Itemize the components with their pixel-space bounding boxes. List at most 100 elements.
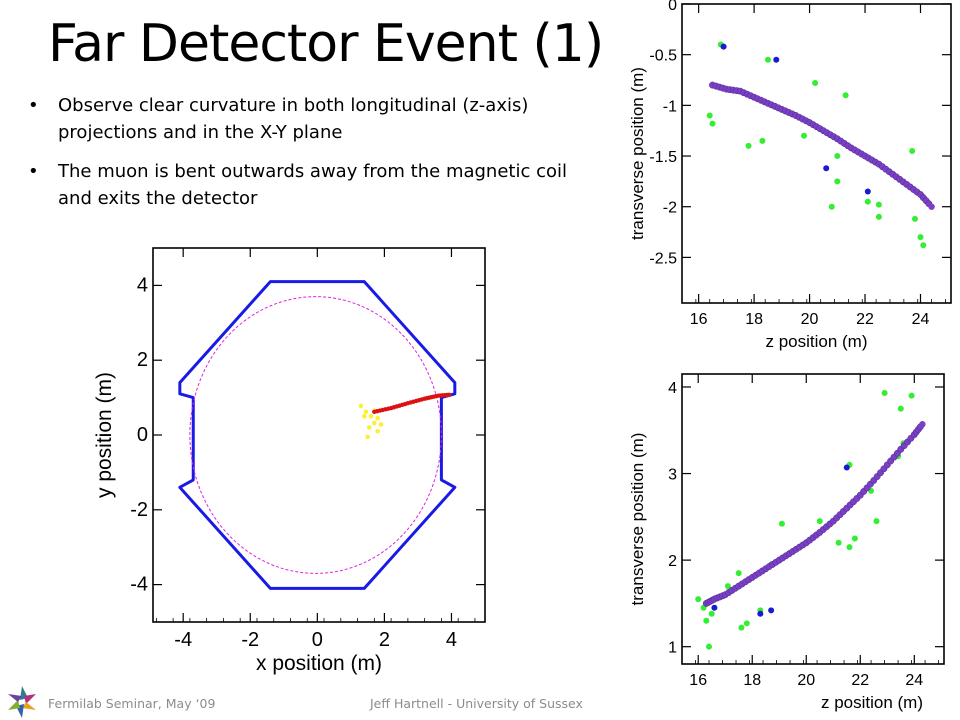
yellow-hit-point bbox=[358, 403, 364, 409]
y-tick-label: 4 bbox=[137, 274, 148, 296]
y-axis-label: y position (m) bbox=[93, 372, 116, 498]
sussex-logo-icon bbox=[8, 686, 36, 718]
green-hit-point bbox=[735, 570, 742, 577]
green-hit-point bbox=[706, 643, 713, 650]
bullet-text: The muon is bent outwards away from the … bbox=[58, 161, 568, 209]
green-hit-point bbox=[708, 610, 715, 617]
green-hit-point bbox=[738, 624, 745, 631]
yellow-hit-point bbox=[363, 409, 369, 415]
green-hit-point bbox=[908, 392, 915, 399]
bullet-symbol: • bbox=[28, 161, 39, 182]
track-hit-point bbox=[928, 203, 935, 210]
x-axis-label: z position (m) bbox=[765, 332, 867, 351]
green-hit-point bbox=[706, 112, 713, 119]
y-tick-label: -2 bbox=[130, 499, 148, 521]
x-tick-label: 0 bbox=[312, 629, 323, 651]
y-tick-label: 1 bbox=[668, 640, 677, 657]
detector-outline bbox=[178, 280, 457, 590]
green-hit-point bbox=[835, 539, 842, 546]
green-hit-point bbox=[828, 203, 835, 210]
footer-event: Fermilab Seminar, May ‘09 bbox=[48, 696, 216, 711]
x-tick-label: 20 bbox=[801, 311, 819, 328]
plot-frame bbox=[681, 3, 952, 304]
green-hit-point bbox=[834, 178, 841, 185]
bullet-item: • The muon is bent outwards away from th… bbox=[28, 158, 588, 212]
y-axis-label: transverse position (m) bbox=[628, 67, 647, 240]
plot-frame bbox=[681, 373, 945, 665]
green-hit-point bbox=[881, 390, 888, 397]
x-tick-label: 22 bbox=[856, 311, 874, 328]
x-tick-label: -2 bbox=[241, 629, 259, 651]
blue-hit-point bbox=[768, 607, 775, 614]
blue-hit-point bbox=[757, 610, 764, 617]
y-tick-label: 4 bbox=[668, 380, 677, 397]
green-hit-point bbox=[909, 147, 916, 154]
yellow-hit-point bbox=[378, 422, 384, 427]
green-hit-point bbox=[875, 213, 882, 220]
green-hit-point bbox=[864, 198, 871, 205]
green-hit-point bbox=[834, 153, 841, 160]
y-tick-label: -2 bbox=[663, 200, 677, 217]
y-tick-label: 0 bbox=[668, 0, 677, 14]
blue-hit-point bbox=[864, 188, 871, 195]
y-tick-label: -1 bbox=[663, 98, 677, 115]
green-hit-point bbox=[911, 215, 918, 222]
green-hit-point bbox=[703, 617, 710, 624]
y-tick-label: -1.5 bbox=[649, 149, 677, 166]
x-axis-label: x position (m) bbox=[256, 652, 382, 675]
green-hit-point bbox=[759, 137, 766, 144]
bullet-list: • Observe clear curvature in both longit… bbox=[28, 92, 588, 224]
bullet-symbol: • bbox=[28, 95, 39, 116]
yellow-hit-point bbox=[375, 415, 380, 421]
y-tick-label: -0.5 bbox=[649, 48, 677, 65]
green-hit-point bbox=[851, 535, 858, 542]
bullet-item: • Observe clear curvature in both longit… bbox=[28, 92, 588, 146]
green-hit-point bbox=[764, 56, 771, 63]
y-axis-label: transverse position (m) bbox=[628, 433, 647, 606]
x-tick-label: 18 bbox=[743, 672, 761, 689]
x-axis-label: z position (m) bbox=[821, 693, 923, 712]
y-tick-label: 0 bbox=[137, 424, 148, 446]
bullet-text: Observe clear curvature in both longitud… bbox=[58, 95, 529, 143]
blue-hit-point bbox=[843, 464, 850, 471]
green-hit-point bbox=[816, 518, 823, 525]
green-hit-point bbox=[778, 520, 785, 527]
green-hit-point bbox=[875, 201, 882, 208]
coil-circle bbox=[189, 296, 442, 574]
muon-track-point bbox=[447, 392, 452, 397]
green-hit-point bbox=[920, 242, 927, 249]
x-tick-label: 4 bbox=[446, 629, 457, 651]
x-tick-label: 18 bbox=[745, 311, 763, 328]
green-hit-point bbox=[897, 405, 904, 412]
yellow-hit-point bbox=[367, 425, 372, 430]
green-hit-point bbox=[709, 120, 716, 127]
footer-author: Jeff Hartnell - University of Sussex bbox=[370, 696, 583, 711]
yellow-hit-point bbox=[368, 414, 374, 419]
x-tick-label: 2 bbox=[379, 629, 390, 651]
green-hit-point bbox=[743, 620, 750, 627]
blue-hit-point bbox=[823, 165, 830, 172]
green-hit-point bbox=[801, 132, 808, 139]
green-hit-point bbox=[724, 583, 731, 590]
x-tick-label: 16 bbox=[690, 311, 708, 328]
y-tick-label: 2 bbox=[137, 349, 148, 371]
yellow-hit-point bbox=[375, 428, 380, 434]
green-hit-point bbox=[842, 92, 849, 99]
x-tick-label: 24 bbox=[905, 672, 923, 689]
yellow-hit-point bbox=[365, 434, 370, 440]
blue-hit-point bbox=[711, 604, 718, 611]
green-hit-point bbox=[846, 544, 853, 551]
y-tick-label: -4 bbox=[130, 574, 148, 596]
green-hit-point bbox=[745, 142, 752, 149]
x-tick-label: 16 bbox=[689, 672, 707, 689]
x-tick-label: 20 bbox=[797, 672, 815, 689]
x-tick-label: 24 bbox=[912, 311, 930, 328]
x-tick-label: -4 bbox=[174, 629, 192, 651]
track-hit-point bbox=[919, 421, 926, 428]
slide-title: Far Detector Event (1) bbox=[48, 14, 604, 74]
x-tick-label: 22 bbox=[851, 672, 869, 689]
y-tick-label: 2 bbox=[668, 553, 677, 570]
